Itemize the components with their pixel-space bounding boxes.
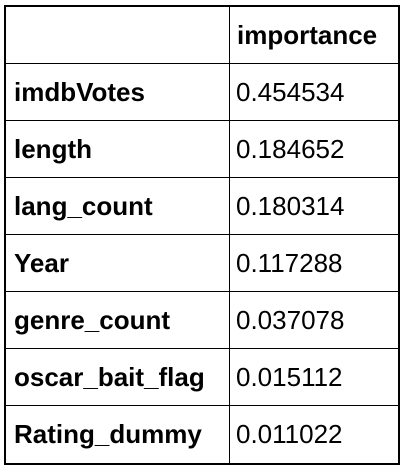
column-header-importance: importance xyxy=(230,7,398,64)
importance-value: 0.117288 xyxy=(230,235,398,292)
row-label: Rating_dummy xyxy=(6,406,230,463)
importance-value: 0.184652 xyxy=(230,121,398,178)
importance-value: 0.037078 xyxy=(230,292,398,349)
row-label: Year xyxy=(6,235,230,292)
importance-value: 0.011022 xyxy=(236,419,343,449)
importance-value: 0.454534 xyxy=(230,64,398,121)
corner-header-cell xyxy=(6,7,230,64)
row-label: genre_count xyxy=(6,292,230,349)
importance-table: importance imdbVotes 0.454534 length 0.1… xyxy=(4,5,400,465)
importance-value: 0.180314 xyxy=(230,178,398,235)
row-label: length xyxy=(6,121,230,178)
row-label: oscar_bait_flag xyxy=(6,349,230,406)
row-label: imdbVotes xyxy=(6,64,230,121)
importance-value: 0.015112 xyxy=(230,349,398,406)
row-label: lang_count xyxy=(6,178,230,235)
